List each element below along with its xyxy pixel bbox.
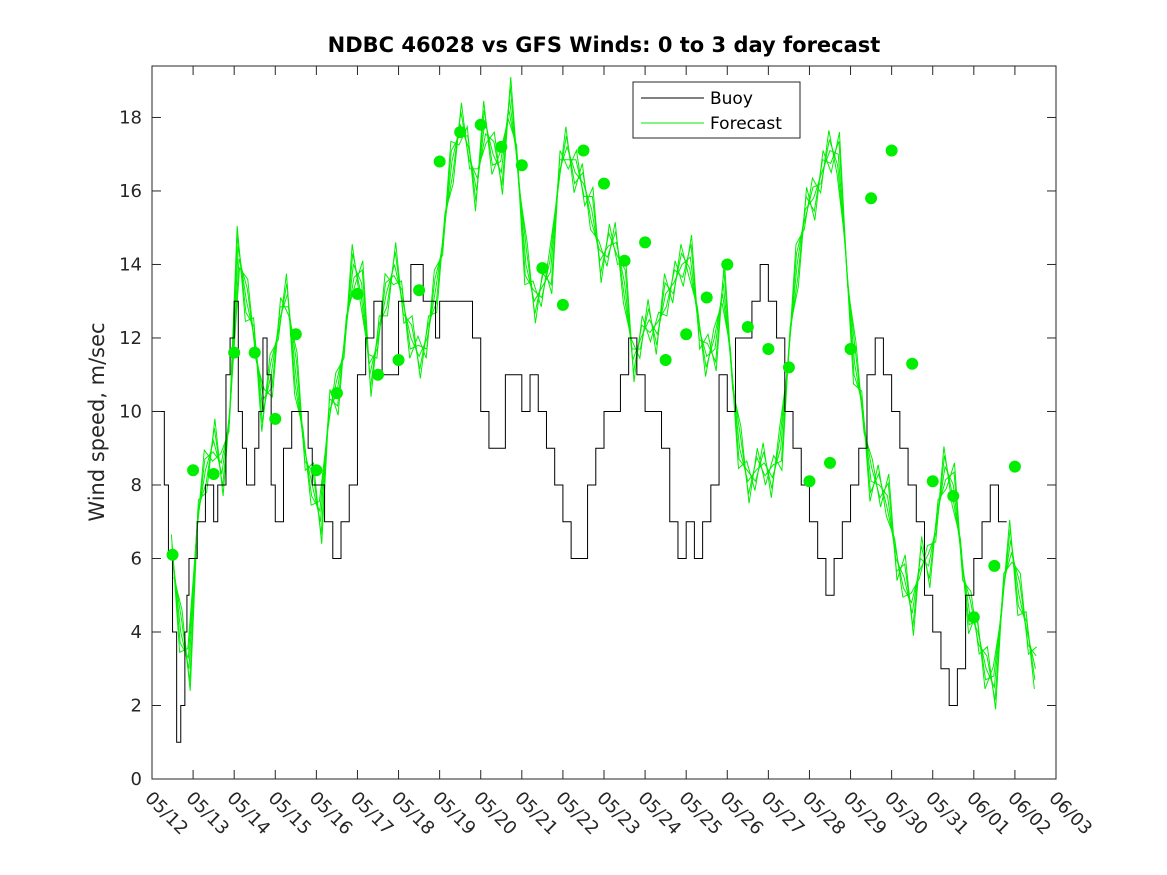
forecast-marker: [824, 456, 836, 469]
forecast-marker: [413, 284, 426, 297]
y-tick-label: 4: [131, 622, 142, 643]
chart-title: NDBC 46028 vs GFS Winds: 0 to 3 day fore…: [328, 33, 881, 57]
buoy-series: [152, 263, 1007, 743]
forecast-marker: [515, 159, 528, 172]
y-tick-label: 12: [119, 328, 142, 349]
forecast-marker: [474, 118, 487, 131]
forecast-marker: [269, 412, 282, 425]
forecast-marker: [536, 262, 549, 275]
forecast-marker: [844, 342, 857, 355]
forecast-marker: [988, 559, 1001, 572]
forecast-marker: [1008, 460, 1021, 473]
y-tick-label: 14: [119, 254, 142, 275]
y-tick-label: 16: [119, 181, 142, 202]
forecast-marker: [803, 475, 816, 488]
y-tick-label: 6: [131, 548, 142, 569]
y-axis: 0 2 4 6 8 10 12 14 16 18: [119, 107, 1056, 790]
forecast-line: [172, 86, 1037, 701]
forecast-marker: [372, 368, 384, 381]
forecast-marker: [721, 258, 734, 271]
forecast-marker: [433, 155, 446, 168]
forecast-marker: [639, 236, 652, 249]
forecast-marker: [310, 464, 323, 477]
forecast-marker: [926, 475, 939, 488]
forecast-marker: [967, 611, 980, 624]
forecast-marker: [700, 291, 713, 304]
forecast-marker: [577, 144, 590, 157]
forecast-marker: [392, 354, 405, 367]
legend-label-buoy: Buoy: [710, 89, 753, 109]
forecast-marker: [885, 144, 898, 157]
forecast-marker: [865, 192, 878, 205]
y-tick-label: 0: [131, 769, 142, 790]
forecast-marker: [741, 320, 754, 333]
y-tick-label: 18: [119, 107, 142, 128]
legend: Buoy Forecast: [632, 81, 801, 139]
forecast-marker: [228, 346, 241, 359]
legend-box: [632, 81, 801, 139]
forecast-marker: [495, 140, 508, 153]
forecast-marker: [330, 387, 343, 400]
plot-area: [151, 65, 1057, 780]
forecast-marker: [351, 287, 364, 300]
y-tick-label: 10: [119, 401, 142, 422]
y-tick-label: 2: [131, 695, 142, 716]
forecast-marker: [598, 177, 610, 190]
forecast-marker: [906, 357, 919, 370]
forecast-marker: [659, 354, 672, 367]
forecast-line: [173, 76, 1038, 710]
forecast-marker: [556, 298, 569, 311]
forecast-marker: [947, 490, 960, 503]
y-tick-label: 8: [131, 475, 142, 496]
forecast-marker: [166, 548, 179, 561]
forecast-markers: [166, 118, 1021, 624]
forecast-marker: [207, 467, 220, 480]
y-axis-label: Wind speed, m/sec: [85, 322, 109, 521]
forecast-marker: [289, 328, 302, 341]
forecast-marker: [618, 254, 631, 267]
legend-label-forecast: Forecast: [710, 114, 782, 134]
forecast-series: [170, 76, 1038, 710]
forecast-marker: [762, 342, 775, 355]
buoy-line: [152, 263, 1007, 743]
forecast-line: [170, 100, 1035, 690]
forecast-marker: [680, 328, 693, 341]
forecast-marker: [782, 361, 795, 374]
forecast-marker: [248, 346, 261, 359]
forecast-marker: [454, 126, 467, 139]
forecast-marker: [187, 464, 200, 477]
